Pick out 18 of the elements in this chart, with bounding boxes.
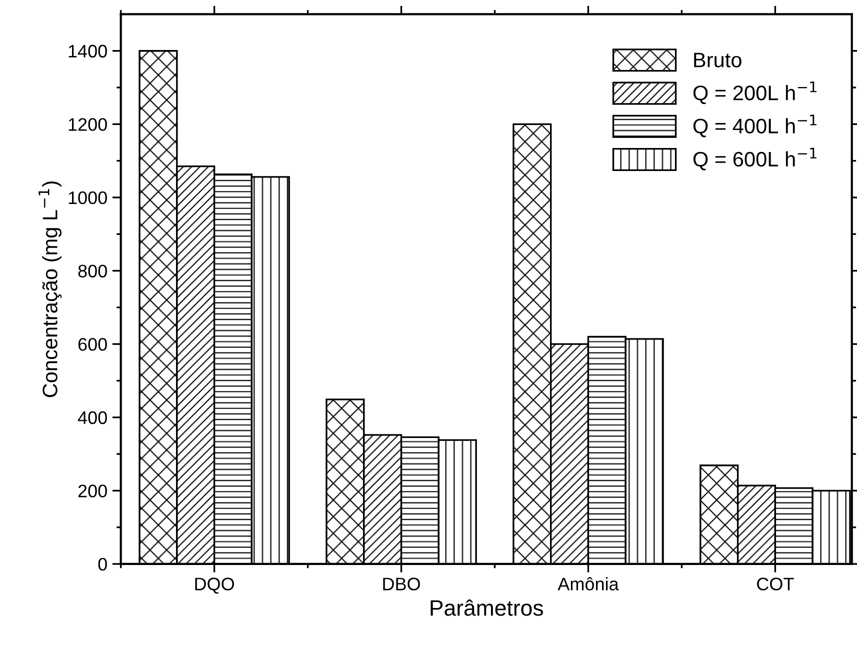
x-tick-label: DBO — [383, 578, 420, 590]
x-tick-label: Amônia — [558, 577, 619, 590]
legend-label: Q = 600L h$^{−1}$ — [693, 148, 816, 170]
x-axis-title: Parâmetros — [430, 599, 543, 616]
legend-label: Q = 400L h$^{−1}$ — [693, 114, 816, 138]
y-tick-label: 1200 — [68, 118, 107, 131]
y-tick-label: 200 — [78, 484, 107, 498]
y-tick-label: 400 — [78, 411, 107, 424]
y-tick-label: 600 — [78, 338, 107, 351]
legend-label: Q = 200L h$^{−1}$ — [693, 82, 816, 104]
x-tick-label: DQO — [195, 578, 234, 594]
y-tick-label: 1000 — [68, 191, 107, 204]
legend-label: Bruto — [694, 52, 742, 68]
y-tick-label: 800 — [78, 264, 107, 278]
y-tick-label: 1400 — [68, 44, 107, 58]
y-tick-label: 0 — [98, 558, 107, 571]
y-axis-title: Concentração (mg L$^{−1}$) — [38, 181, 62, 398]
x-tick-label: COT — [757, 578, 794, 590]
